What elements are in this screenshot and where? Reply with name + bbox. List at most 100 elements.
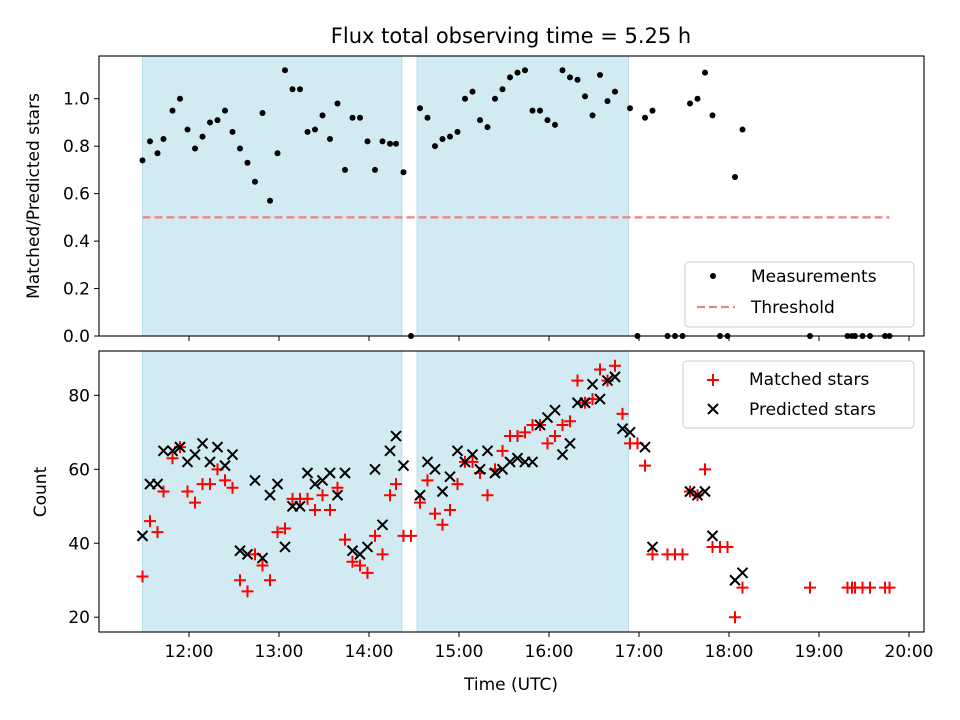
- x-tick-label: 17:00: [615, 642, 664, 662]
- matched-star-point: [384, 489, 396, 502]
- matched-legend-label: Matched stars: [749, 370, 869, 390]
- predicted-star-point: [271, 478, 284, 490]
- predicted-star-point: [324, 467, 336, 479]
- measurement-point: [160, 136, 167, 143]
- measurement-point: [393, 140, 399, 147]
- predicted-star-point: [136, 530, 149, 542]
- matched-star-point: [354, 559, 366, 572]
- predicted-star-point: [451, 445, 464, 457]
- predicted-star-point: [564, 437, 576, 450]
- measurement-point: [312, 126, 318, 133]
- matched-star-point: [405, 529, 417, 542]
- measurement-point: [732, 174, 738, 181]
- ratio-legend: Measurements Threshold: [684, 261, 915, 328]
- measurement-point: [184, 126, 191, 133]
- measurement-point: [597, 71, 603, 78]
- y-tick-label: 0.4: [63, 232, 90, 252]
- x-tick-label: 20:00: [885, 642, 934, 662]
- measurement-point: [244, 159, 251, 166]
- matched-star-point: [736, 581, 749, 594]
- y-tick-label: 0.8: [63, 137, 90, 157]
- measurement-point: [289, 86, 296, 93]
- predicted-star-point: [706, 530, 719, 542]
- count-legend: Matched stars Predicted stars: [682, 360, 915, 429]
- predicted-star-point: [376, 519, 389, 531]
- measurement-point: [627, 105, 633, 112]
- predicted-star-point: [436, 485, 449, 498]
- predicted-star-point: [234, 544, 246, 557]
- matched-star-point: [204, 478, 216, 491]
- measurement-point: [702, 69, 708, 76]
- predicted-star-point: [736, 567, 749, 579]
- measurement-point: [439, 136, 446, 143]
- matched-star-point: [883, 581, 896, 594]
- chart-title: Flux total observing time = 5.25 h: [331, 24, 691, 48]
- measurement-point: [274, 150, 281, 157]
- measurement-point: [642, 114, 648, 121]
- count-y-ticks: 20 40 60 80: [68, 386, 99, 628]
- predicted-star-point: [174, 441, 186, 453]
- measurement-point: [177, 95, 183, 102]
- predicted-star-point: [219, 459, 231, 472]
- predicted-star-point: [390, 430, 402, 442]
- matched-star-point: [556, 418, 569, 431]
- predicted-star-point: [256, 552, 269, 564]
- matched-star-point: [436, 518, 449, 531]
- x-tick-label: 16:00: [525, 642, 574, 662]
- matched-star-point: [414, 496, 426, 509]
- y-tick-label: 80: [68, 386, 90, 406]
- measurement-point: [537, 107, 543, 114]
- predicted-star-point: [594, 393, 606, 405]
- measurement-point: [282, 67, 288, 74]
- predicted-star-point: [249, 474, 261, 487]
- measurement-point: [229, 128, 236, 135]
- measurement-point: [387, 140, 393, 147]
- matched-star-point: [594, 363, 606, 376]
- predicted-star-point: [151, 478, 164, 490]
- predicted-star-point: [264, 489, 276, 501]
- measurement-point: [522, 67, 528, 74]
- predicted-star-point: [684, 485, 696, 498]
- measurement-point: [544, 117, 551, 124]
- matched-star-point: [519, 426, 531, 439]
- measurement-point: [342, 166, 348, 173]
- measurement-point: [139, 157, 146, 164]
- x-tick-label: 13:00: [255, 642, 304, 662]
- x-tick-label: 14:00: [345, 642, 394, 662]
- measurement-point: [207, 119, 213, 126]
- observing-window: [142, 350, 403, 633]
- predicted-star-point: [369, 463, 381, 476]
- matched-star-point: [511, 430, 524, 443]
- measurement-point: [529, 107, 536, 114]
- predicted-star-point: [226, 448, 239, 461]
- x-axis-label: Time (UTC): [463, 675, 558, 695]
- matched-star-point: [279, 522, 291, 535]
- measurement-point: [357, 114, 363, 121]
- predicted-star-point: [204, 456, 216, 468]
- matched-star-point: [309, 503, 321, 516]
- measurement-point: [400, 169, 407, 176]
- observing-windows: [142, 55, 629, 337]
- measurements-legend-label: Measurements: [751, 267, 877, 287]
- predicted-star-point: [616, 422, 629, 435]
- observing-window: [142, 55, 403, 337]
- matched-star-point: [421, 474, 434, 487]
- y-tick-label: 1.0: [63, 90, 90, 110]
- matched-star-point: [324, 503, 336, 516]
- matched-star-point: [721, 540, 734, 553]
- predicted-star-point: [526, 456, 539, 468]
- measurement-point: [297, 86, 303, 93]
- predicted-star-point: [511, 452, 524, 464]
- measurement-point: [169, 107, 176, 114]
- y-tick-label: 0.2: [63, 280, 90, 300]
- matched-star-point: [264, 574, 276, 587]
- measurement-point: [462, 95, 468, 102]
- measurement-point: [589, 112, 596, 119]
- predicted-star-point: [279, 541, 291, 553]
- matched-star-point: [361, 566, 374, 579]
- measurement-point: [252, 178, 258, 185]
- ratio-legend-box: [684, 261, 915, 328]
- y-tick-label: 60: [68, 460, 90, 480]
- matched-star-point: [639, 459, 651, 472]
